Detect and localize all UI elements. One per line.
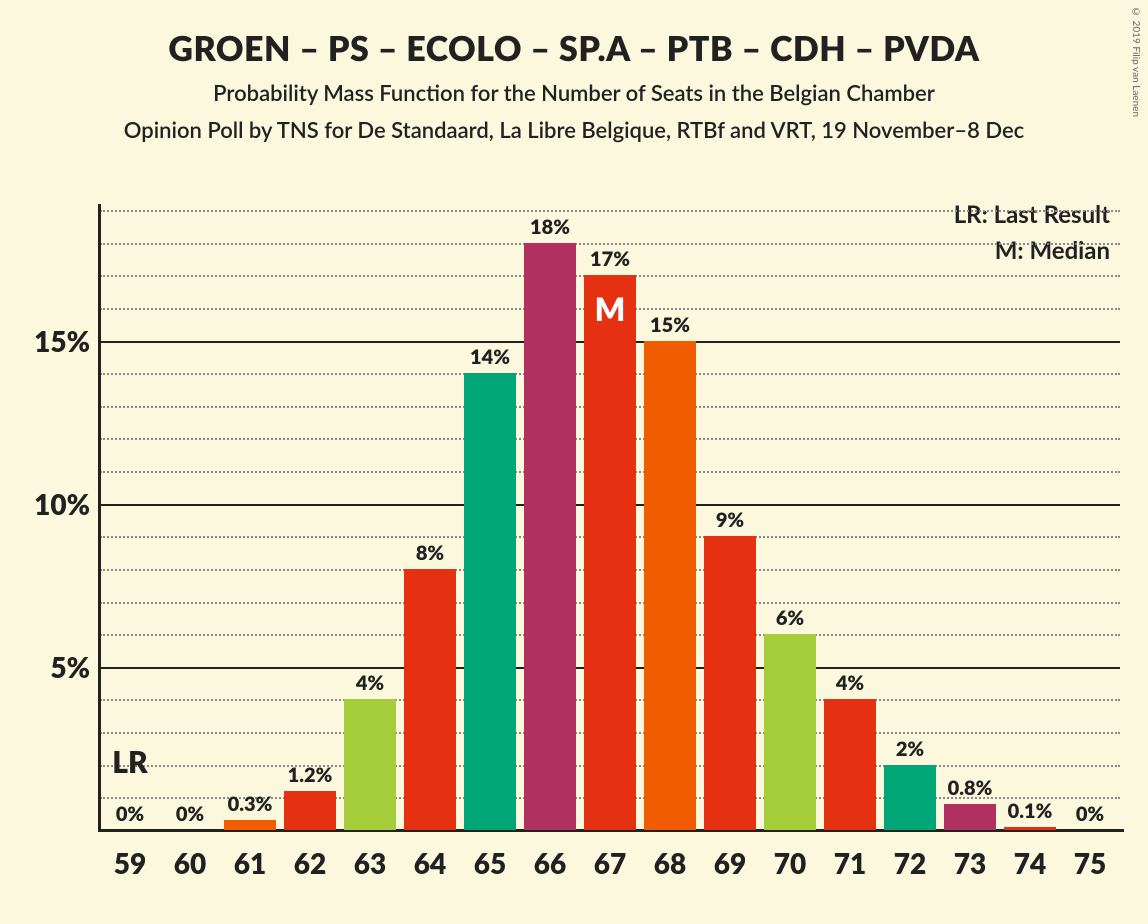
y-tick-label: 10% — [34, 487, 100, 521]
x-tick-label: 64 — [400, 830, 460, 880]
bar: 4% — [824, 699, 876, 830]
y-tick-label: 15% — [34, 324, 100, 358]
bar-value-label: 15% — [650, 313, 690, 341]
median-marker: M — [595, 289, 626, 328]
bar-value-label: 0.3% — [228, 792, 273, 820]
x-tick-label: 60 — [160, 830, 220, 880]
x-tick-label: 73 — [940, 830, 1000, 880]
bar-value-label: 6% — [776, 606, 804, 634]
x-tick-label: 69 — [700, 830, 760, 880]
chart-subtitle-1: Probability Mass Function for the Number… — [0, 69, 1148, 106]
bar-value-label: 0% — [1076, 802, 1104, 830]
copyright-text: © 2019 Filip van Laenen — [1130, 6, 1142, 117]
x-tick-label: 66 — [520, 830, 580, 880]
bar-value-label: 0% — [176, 802, 204, 830]
bar: 14% — [464, 373, 516, 830]
bar-chart: 0%LR0%0.3%1.2%4%8%14%18%17%M15%9%6%4%2%0… — [100, 210, 1120, 830]
x-tick-label: 62 — [280, 830, 340, 880]
bar-slot: 4% — [340, 210, 400, 830]
bar-slot: 0.8% — [940, 210, 1000, 830]
bar-slot: 2% — [880, 210, 940, 830]
bar: 0.3% — [224, 820, 276, 830]
bar-slot: 14% — [460, 210, 520, 830]
bar-slot: 18% — [520, 210, 580, 830]
chart-title: GROEN – PS – ECOLO – SP.A – PTB – CDH – … — [0, 0, 1148, 69]
bar-slot: 9% — [700, 210, 760, 830]
bar-slot: 0.1% — [1000, 210, 1060, 830]
bar-value-label: 14% — [470, 345, 510, 373]
bar-value-label: 4% — [356, 671, 384, 699]
bar-value-label: 4% — [836, 671, 864, 699]
bar: 18% — [524, 243, 576, 830]
bar: 0.8% — [944, 804, 996, 830]
x-tick-label: 59 — [100, 830, 160, 880]
bar-slot: 15% — [640, 210, 700, 830]
bar: 15% — [644, 341, 696, 830]
bar: 4% — [344, 699, 396, 830]
bar-slot: 0% — [160, 210, 220, 830]
x-axis-labels: 5960616263646566676869707172737475 — [100, 830, 1120, 880]
bar: 9% — [704, 536, 756, 830]
chart-subtitle-2: Opinion Poll by TNS for De Standaard, La… — [0, 106, 1148, 143]
bar-slot: 0.3% — [220, 210, 280, 830]
bars-container: 0%LR0%0.3%1.2%4%8%14%18%17%M15%9%6%4%2%0… — [100, 210, 1120, 830]
x-tick-label: 63 — [340, 830, 400, 880]
bar-value-label: 2% — [896, 737, 924, 765]
bar: 6% — [764, 634, 816, 830]
x-tick-label: 61 — [220, 830, 280, 880]
bar-slot: 4% — [820, 210, 880, 830]
bar-slot: 1.2% — [280, 210, 340, 830]
x-tick-label: 68 — [640, 830, 700, 880]
bar: 8% — [404, 569, 456, 830]
x-tick-label: 72 — [880, 830, 940, 880]
bar: 17%M — [584, 275, 636, 830]
bar-value-label: 0.8% — [948, 776, 993, 804]
bar-slot: 8% — [400, 210, 460, 830]
bar-value-label: 1.2% — [288, 763, 333, 791]
bar-value-label: 18% — [530, 215, 570, 243]
bar-value-label: 8% — [416, 541, 444, 569]
bar: 2% — [884, 765, 936, 830]
bar-value-label: 0% — [116, 802, 144, 830]
bar-value-label: 9% — [716, 508, 744, 536]
bar-value-label: 0.1% — [1008, 799, 1053, 827]
bar-value-label: 17% — [590, 247, 630, 275]
x-tick-label: 75 — [1060, 830, 1120, 880]
bar-slot: 6% — [760, 210, 820, 830]
bar: 1.2% — [284, 791, 336, 830]
x-tick-label: 74 — [1000, 830, 1060, 880]
bar-slot: 17% M — [580, 210, 640, 830]
last-result-marker: LR — [112, 744, 147, 780]
x-tick-label: 67 — [580, 830, 640, 880]
bar-slot: 0% — [1060, 210, 1120, 830]
x-tick-label: 71 — [820, 830, 880, 880]
y-tick-label: 5% — [50, 650, 100, 684]
x-tick-label: 65 — [460, 830, 520, 880]
bar-slot: 0% LR — [100, 210, 160, 830]
x-tick-label: 70 — [760, 830, 820, 880]
